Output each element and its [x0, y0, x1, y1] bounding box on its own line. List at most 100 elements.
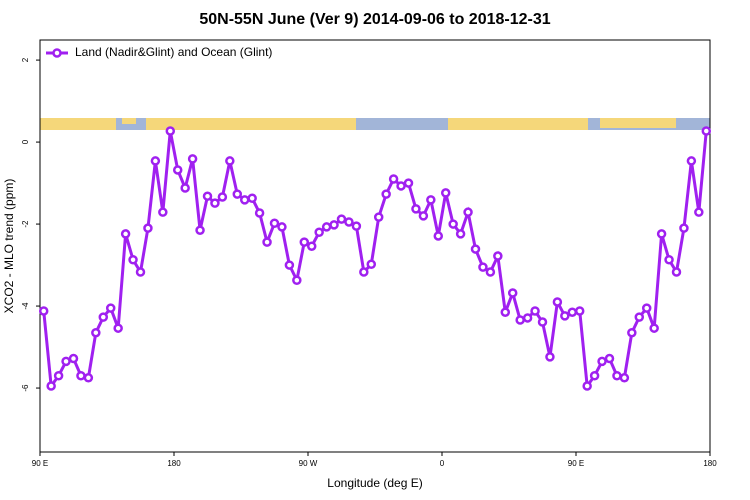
data-point: [373, 212, 384, 222]
y-tick-label: -6: [21, 384, 30, 392]
data-point: [664, 254, 674, 265]
data-point: [306, 241, 317, 251]
data-point: [500, 307, 511, 317]
x-tick-label: 180: [167, 459, 181, 468]
data-point: [180, 183, 190, 193]
data-point: [269, 218, 280, 228]
x-tick-label: 90 E: [568, 459, 584, 468]
data-point: [649, 323, 659, 333]
data-point: [686, 156, 697, 166]
data-point: [143, 223, 153, 233]
data-point: [537, 317, 548, 327]
land-strip: [448, 118, 588, 130]
data-point: [671, 267, 682, 277]
land-strip: [600, 118, 676, 128]
data-point: [470, 244, 481, 254]
legend-label: Land (Nadir&Glint) and Ocean (Glint): [75, 45, 272, 59]
data-point: [329, 220, 339, 230]
data-point: [158, 207, 168, 217]
data-point: [239, 195, 250, 205]
data-point: [515, 315, 525, 325]
y-tick-label: -2: [21, 220, 30, 228]
data-point: [187, 154, 198, 164]
data-point: [433, 231, 444, 241]
data-point: [314, 227, 324, 238]
data-point: [552, 297, 563, 307]
data-point: [351, 221, 362, 231]
y-tick-label: 2: [21, 57, 30, 62]
data-point: [344, 217, 354, 227]
land-ocean-strip: [40, 118, 710, 130]
data-point: [232, 189, 243, 199]
data-point: [61, 356, 71, 367]
data-point: [53, 370, 64, 381]
data-point: [292, 275, 302, 285]
data-point: [381, 189, 391, 199]
data-point: [448, 219, 458, 229]
data-point: [299, 237, 310, 247]
data-point: [359, 267, 369, 277]
data-point: [165, 126, 176, 136]
data-point: [612, 370, 622, 381]
data-point: [46, 381, 56, 391]
data-point: [254, 208, 265, 218]
data-point: [641, 303, 652, 313]
data-point: [426, 195, 436, 205]
y-tick-label: 0: [21, 139, 30, 144]
data-point: [560, 311, 570, 321]
x-tick-label: 90 E: [32, 459, 48, 468]
data-point: [403, 178, 414, 188]
data-point: [656, 229, 667, 239]
data-point: [545, 352, 555, 362]
plot-frame: [39, 39, 711, 453]
data-point: [619, 373, 630, 383]
land-strip: [146, 118, 356, 130]
data-point: [679, 223, 689, 233]
data-point: [113, 323, 123, 333]
data-point: [91, 327, 101, 338]
data-point: [574, 306, 585, 316]
data-point: [76, 370, 86, 381]
chart-title: 50N-55N June (Ver 9) 2014-09-06 to 2018-…: [199, 11, 550, 28]
x-axis-label: Longitude (deg E): [327, 476, 422, 490]
data-point: [597, 356, 607, 367]
data-point: [463, 207, 473, 217]
data-point: [366, 259, 377, 269]
data-point: [83, 373, 94, 383]
data-point: [567, 307, 578, 317]
data-point: [38, 306, 49, 316]
y-axis-label: XCO2 - MLO trend (ppm): [2, 179, 16, 314]
land-strip: [122, 118, 136, 124]
data-point: [440, 188, 451, 198]
data-point: [247, 193, 257, 203]
data-point: [694, 207, 704, 217]
data-point: [195, 225, 205, 235]
data-point: [284, 260, 295, 270]
data-point: [217, 192, 228, 202]
data-point: [321, 222, 332, 232]
data-point: [701, 126, 712, 136]
data-point: [604, 353, 615, 364]
data-point: [589, 370, 600, 381]
data-point: [120, 229, 131, 239]
data-point: [582, 381, 592, 391]
data-point: [336, 214, 347, 224]
data-point: [627, 327, 637, 338]
data-point: [388, 174, 399, 184]
data-point: [210, 198, 220, 208]
land-strip: [40, 118, 116, 130]
x-tick-label: 90 W: [299, 459, 318, 468]
data-point: [478, 262, 488, 272]
data-point: [396, 181, 406, 191]
data-point: [128, 254, 138, 265]
data-point: [98, 312, 109, 322]
data-point: [135, 267, 146, 277]
data-point: [418, 211, 429, 221]
data-point: [507, 288, 518, 298]
x-tick-label: 180: [703, 459, 717, 468]
data-point: [262, 237, 272, 247]
data-point: [277, 222, 287, 232]
data-point: [530, 306, 540, 316]
data-point: [68, 353, 79, 364]
